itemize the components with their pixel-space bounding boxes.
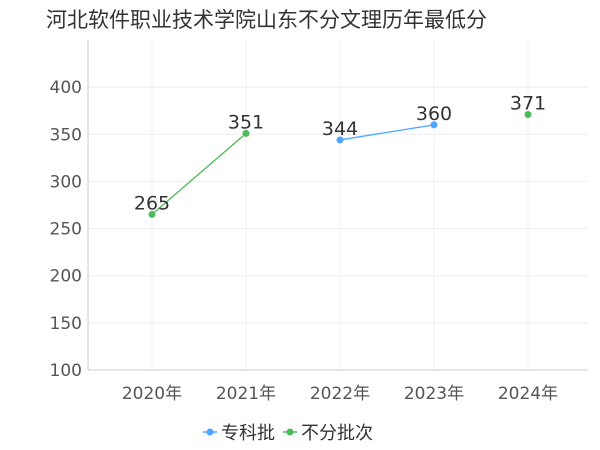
- chart-title: 河北软件职业技术学院山东不分文理历年最低分: [46, 8, 487, 32]
- data-point[interactable]: [524, 110, 532, 118]
- y-tick-label: 400: [50, 78, 82, 98]
- data-point[interactable]: [148, 210, 156, 218]
- x-tick-label: 2022年: [310, 384, 370, 404]
- y-tick-label: 250: [50, 220, 82, 240]
- y-tick-label: 100: [50, 361, 82, 381]
- grid-lines: [88, 40, 588, 371]
- legend: 专科批 不分批次: [203, 423, 373, 444]
- y-tick-label: 200: [50, 267, 82, 287]
- data-label: 371: [510, 92, 546, 114]
- series-line: [339, 124, 435, 141]
- data-label: 351: [228, 111, 264, 133]
- legend-item-label[interactable]: 不分批次: [301, 423, 373, 444]
- data-labels: 265 351 344 360 371: [134, 92, 546, 214]
- data-label: 265: [134, 192, 170, 214]
- x-tick-label: 2021年: [216, 384, 276, 404]
- series-line: [151, 132, 247, 215]
- data-points: [148, 110, 532, 218]
- x-tick-label: 2020年: [122, 384, 182, 404]
- data-label: 360: [416, 103, 452, 125]
- data-label: 344: [322, 118, 358, 140]
- data-point[interactable]: [336, 136, 344, 144]
- x-tick-label: 2023年: [404, 384, 464, 404]
- legend-swatch-marker: [286, 428, 294, 436]
- series-lines: [151, 124, 435, 215]
- y-tick-label: 150: [50, 314, 82, 334]
- y-tick-label: 350: [50, 125, 82, 145]
- x-tick-label: 2024年: [498, 384, 558, 404]
- data-point[interactable]: [242, 129, 250, 137]
- data-point[interactable]: [430, 121, 438, 129]
- legend-swatch-marker: [206, 428, 214, 436]
- axes: 100 150 200 250 300 350 400 2020年 2021年 2022年 2023…: [50, 40, 588, 404]
- y-tick-label: 300: [50, 172, 82, 192]
- legend-item-label[interactable]: 专科批: [221, 423, 275, 444]
